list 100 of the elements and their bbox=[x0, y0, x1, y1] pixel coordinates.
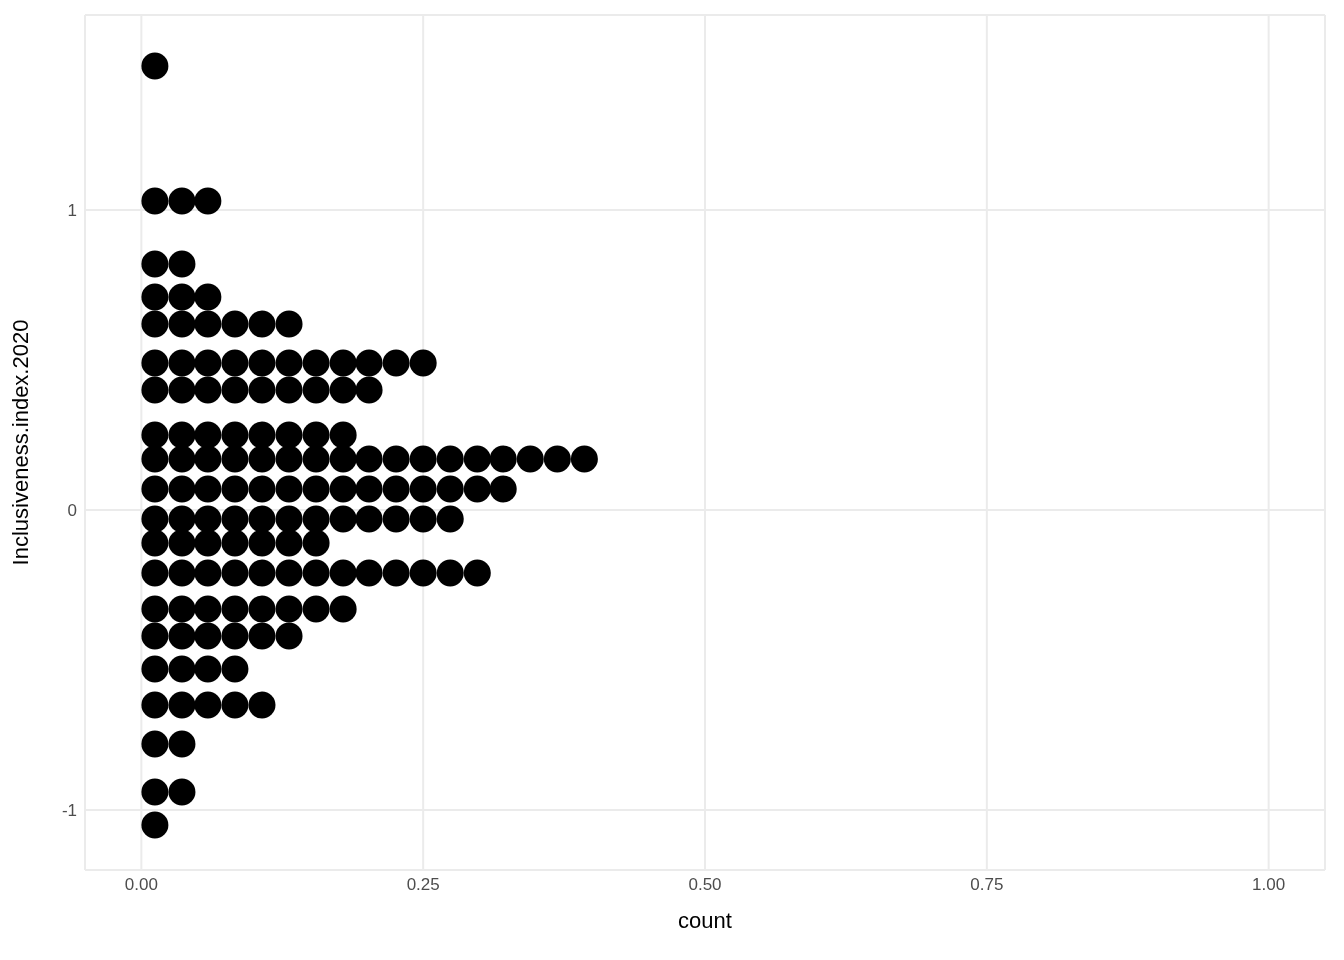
point bbox=[221, 421, 249, 449]
point bbox=[168, 445, 196, 473]
point bbox=[436, 505, 464, 533]
point bbox=[194, 349, 222, 377]
point bbox=[194, 529, 222, 557]
point bbox=[489, 475, 517, 503]
point bbox=[275, 559, 303, 587]
point bbox=[221, 505, 249, 533]
point bbox=[355, 475, 383, 503]
point bbox=[355, 559, 383, 587]
point bbox=[329, 421, 357, 449]
point bbox=[382, 505, 410, 533]
point bbox=[409, 505, 437, 533]
point bbox=[248, 559, 276, 587]
point bbox=[409, 445, 437, 473]
point bbox=[221, 475, 249, 503]
point bbox=[168, 475, 196, 503]
point bbox=[302, 595, 330, 623]
point bbox=[221, 349, 249, 377]
point bbox=[141, 52, 169, 80]
x-tick-label: 0.25 bbox=[406, 875, 440, 895]
point bbox=[168, 505, 196, 533]
point bbox=[168, 421, 196, 449]
point bbox=[141, 655, 169, 683]
point bbox=[168, 778, 196, 806]
point bbox=[275, 349, 303, 377]
point bbox=[302, 559, 330, 587]
point bbox=[248, 505, 276, 533]
x-axis-title: count bbox=[678, 908, 732, 933]
point bbox=[168, 310, 196, 338]
point bbox=[141, 595, 169, 623]
point bbox=[248, 310, 276, 338]
point bbox=[355, 505, 383, 533]
point bbox=[194, 421, 222, 449]
point bbox=[248, 445, 276, 473]
point bbox=[463, 475, 491, 503]
point bbox=[275, 622, 303, 650]
point bbox=[168, 559, 196, 587]
point bbox=[168, 376, 196, 404]
point bbox=[168, 655, 196, 683]
point bbox=[221, 376, 249, 404]
point bbox=[168, 283, 196, 311]
point bbox=[543, 445, 571, 473]
x-tick-label: 0.50 bbox=[688, 875, 722, 895]
point bbox=[168, 187, 196, 215]
point bbox=[463, 445, 491, 473]
y-tick-label: 1 bbox=[67, 201, 77, 221]
point bbox=[141, 445, 169, 473]
point bbox=[248, 475, 276, 503]
point bbox=[168, 730, 196, 758]
point bbox=[355, 349, 383, 377]
point bbox=[141, 559, 169, 587]
point bbox=[302, 376, 330, 404]
point bbox=[168, 529, 196, 557]
point bbox=[355, 376, 383, 404]
point bbox=[248, 595, 276, 623]
y-axis-title: Inclusiveness.index.2020 bbox=[7, 319, 33, 566]
point bbox=[329, 505, 357, 533]
point bbox=[275, 505, 303, 533]
point bbox=[275, 475, 303, 503]
point bbox=[329, 475, 357, 503]
point bbox=[221, 559, 249, 587]
point bbox=[329, 349, 357, 377]
point bbox=[168, 622, 196, 650]
point bbox=[194, 595, 222, 623]
point bbox=[194, 559, 222, 587]
point bbox=[302, 505, 330, 533]
point bbox=[221, 691, 249, 719]
point bbox=[275, 529, 303, 557]
point bbox=[194, 655, 222, 683]
point bbox=[436, 475, 464, 503]
point bbox=[141, 778, 169, 806]
point bbox=[302, 445, 330, 473]
point bbox=[221, 310, 249, 338]
point bbox=[194, 187, 222, 215]
point bbox=[463, 559, 491, 587]
point bbox=[382, 559, 410, 587]
point bbox=[221, 445, 249, 473]
point bbox=[382, 349, 410, 377]
point bbox=[194, 445, 222, 473]
point bbox=[221, 622, 249, 650]
point bbox=[302, 349, 330, 377]
point bbox=[248, 349, 276, 377]
point bbox=[168, 250, 196, 278]
point bbox=[141, 730, 169, 758]
point bbox=[570, 445, 598, 473]
point bbox=[409, 559, 437, 587]
point bbox=[275, 310, 303, 338]
point bbox=[141, 529, 169, 557]
point bbox=[275, 421, 303, 449]
point bbox=[409, 349, 437, 377]
point bbox=[382, 475, 410, 503]
point bbox=[355, 445, 383, 473]
point bbox=[248, 622, 276, 650]
point bbox=[141, 376, 169, 404]
point bbox=[141, 283, 169, 311]
point bbox=[141, 250, 169, 278]
point bbox=[329, 559, 357, 587]
point bbox=[141, 187, 169, 215]
point bbox=[302, 421, 330, 449]
